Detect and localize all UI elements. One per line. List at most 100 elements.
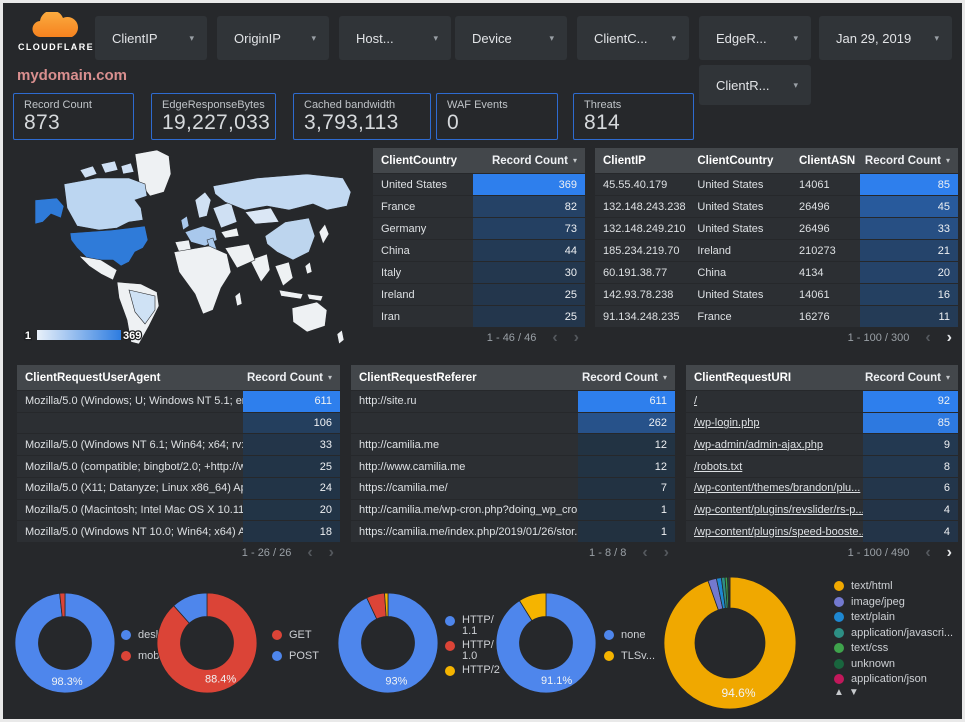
filter-clientcountry[interactable]: ClientC... ▾ [577, 16, 689, 60]
table-row: https://camilia.me/index.php/2019/01/26/… [351, 520, 675, 543]
table-row: Italy 30 [373, 261, 585, 283]
sort-desc-icon[interactable]: ▾ [945, 373, 950, 382]
donut-slice [156, 592, 258, 694]
table-row: 132.148.243.238 United States 26496 45 [595, 195, 958, 217]
legend-page-down-icon[interactable]: ▼ [848, 687, 859, 698]
table-cell: 132.148.243.238 [603, 200, 686, 213]
prev-page-icon[interactable]: ‹ [925, 328, 931, 346]
next-page-icon[interactable]: › [328, 543, 334, 561]
table-row: China 44 [373, 239, 585, 261]
uri-link[interactable]: /wp-admin/admin-ajax.php [694, 438, 824, 451]
table-row: /wp-admin/admin-ajax.php 9 [686, 433, 958, 456]
metric-cell: 25 [243, 456, 340, 477]
filter-clientip[interactable]: ClientIP ▾ [95, 16, 207, 60]
metric-cell: 18 [243, 521, 340, 543]
table-referer: ClientRequestReferer Record Count ▾ http://… [351, 365, 675, 563]
legend-label: HTTP/2 [462, 664, 500, 676]
table-cell: United States [697, 200, 764, 213]
column-header[interactable]: ClientRequestUserAgent [25, 371, 161, 384]
legend-dot-icon [834, 581, 844, 591]
sort-desc-icon[interactable]: ▾ [662, 373, 667, 382]
scorecard-record-count: Record Count 873 [13, 93, 134, 140]
legend-label: text/plain [851, 611, 896, 623]
scorecard-value: 873 [24, 111, 60, 134]
date-range-label: Jan 29, 2019 [836, 30, 912, 46]
legend-dot-icon [445, 616, 455, 626]
column-header[interactable]: Record Count ▾ [864, 154, 950, 167]
table-cell: Ireland [697, 244, 732, 257]
metric-cell: 20 [859, 262, 958, 283]
filter-clientrequest[interactable]: ClientR... ▾ [699, 65, 811, 105]
legend-content-type: text/html image/jpeg text/plain application… [834, 580, 953, 689]
donut-slice [14, 592, 116, 694]
date-range-picker[interactable]: Jan 29, 2019 ▾ [819, 16, 952, 60]
column-header[interactable]: ClientCountry [381, 154, 458, 167]
donut-slice [518, 592, 547, 622]
column-header[interactable]: Record Count ▾ [246, 371, 332, 384]
legend-dot-icon [604, 630, 614, 640]
column-header[interactable]: Record Count ▾ [491, 154, 577, 167]
uri-link[interactable]: /wp-content/plugins/speed-booste... [694, 525, 863, 538]
legend-page-up-icon[interactable]: ▲ [834, 687, 844, 698]
sort-desc-icon[interactable]: ▾ [327, 373, 332, 382]
cloudflare-cloud-icon [32, 10, 79, 38]
metric-cell: 9 [862, 434, 958, 456]
filter-host[interactable]: Host... ▾ [339, 16, 451, 60]
uri-link[interactable]: /wp-content/plugins/revslider/rs-p... [694, 503, 863, 516]
table-cell: 60.191.38.77 [603, 266, 668, 279]
table-cell: http://site.ru [359, 395, 417, 408]
donut-slice [495, 592, 597, 694]
column-header[interactable]: Record Count ▾ [581, 371, 667, 384]
sort-desc-icon[interactable]: ▾ [572, 156, 577, 165]
prev-page-icon[interactable]: ‹ [307, 543, 313, 561]
column-header[interactable]: ClientASN [799, 154, 856, 167]
legend-dot-icon [834, 627, 844, 638]
column-header[interactable]: ClientCountry [697, 154, 774, 167]
table-row: Mozilla/5.0 (Macintosh; Intel Mac OS X 1… [17, 498, 340, 521]
chevron-down-icon: ▾ [793, 32, 798, 43]
table-row: France 82 [373, 195, 585, 217]
next-page-icon[interactable]: › [663, 543, 669, 561]
table-cell: /wp-login.php [686, 413, 863, 434]
filter-device[interactable]: Device ▾ [455, 16, 567, 60]
filter-originip[interactable]: OriginIP ▾ [217, 16, 329, 60]
legend-label: application/json [851, 673, 927, 685]
next-page-icon[interactable]: › [573, 328, 579, 346]
scorecard-label: Record Count [24, 99, 92, 111]
column-header[interactable]: ClientRequestReferer [359, 371, 477, 384]
legend-label: none [621, 629, 646, 641]
column-header[interactable]: Record Count ▾ [864, 371, 950, 384]
legend-label: POST [289, 650, 319, 662]
next-page-icon[interactable]: › [946, 543, 952, 561]
next-page-icon[interactable]: › [946, 328, 952, 346]
uri-link[interactable]: /wp-login.php [694, 417, 760, 430]
prev-page-icon[interactable]: ‹ [642, 543, 648, 561]
legend-item: none [604, 629, 655, 641]
legend-label: unknown [851, 657, 896, 670]
uri-link[interactable]: /robots.txt [694, 460, 743, 473]
table-request-uri: ClientRequestURI Record Count ▾ / 92/wp-logi… [686, 365, 958, 563]
table-cell: United States [697, 178, 764, 191]
table-cell: http://www.camilia.me [359, 460, 466, 473]
column-header[interactable]: ClientIP [603, 154, 646, 167]
metric-cell: 12 [577, 434, 675, 456]
table-row: / 92 [686, 390, 958, 412]
prev-page-icon[interactable]: ‹ [925, 543, 931, 561]
chevron-down-icon: ▾ [671, 32, 676, 43]
metric-cell: 11 [859, 306, 958, 327]
prev-page-icon[interactable]: ‹ [552, 328, 558, 346]
table-cell: 14061 [799, 288, 830, 301]
uri-link[interactable]: / [694, 395, 698, 408]
scorecard-edge-response-bytes: EdgeResponseBytes 19,227,033 [151, 93, 276, 140]
table-cell: 16276 [799, 310, 830, 323]
filter-label: ClientC... [594, 30, 648, 46]
table-row: /wp-content/plugins/revslider/rs-p... 4 [686, 498, 958, 521]
uri-link[interactable]: /wp-content/themes/brandon/plu... [694, 482, 861, 495]
filter-edgeresponse[interactable]: EdgeR... ▾ [699, 16, 811, 60]
legend-pager: ▲ ▼ [834, 687, 859, 698]
donut-content-type: 94.6% [662, 575, 798, 716]
donut-slice [663, 576, 797, 710]
legend-dot-icon [834, 674, 844, 684]
sort-desc-icon[interactable]: ▾ [945, 156, 950, 165]
column-header[interactable]: ClientRequestURI [694, 371, 792, 384]
